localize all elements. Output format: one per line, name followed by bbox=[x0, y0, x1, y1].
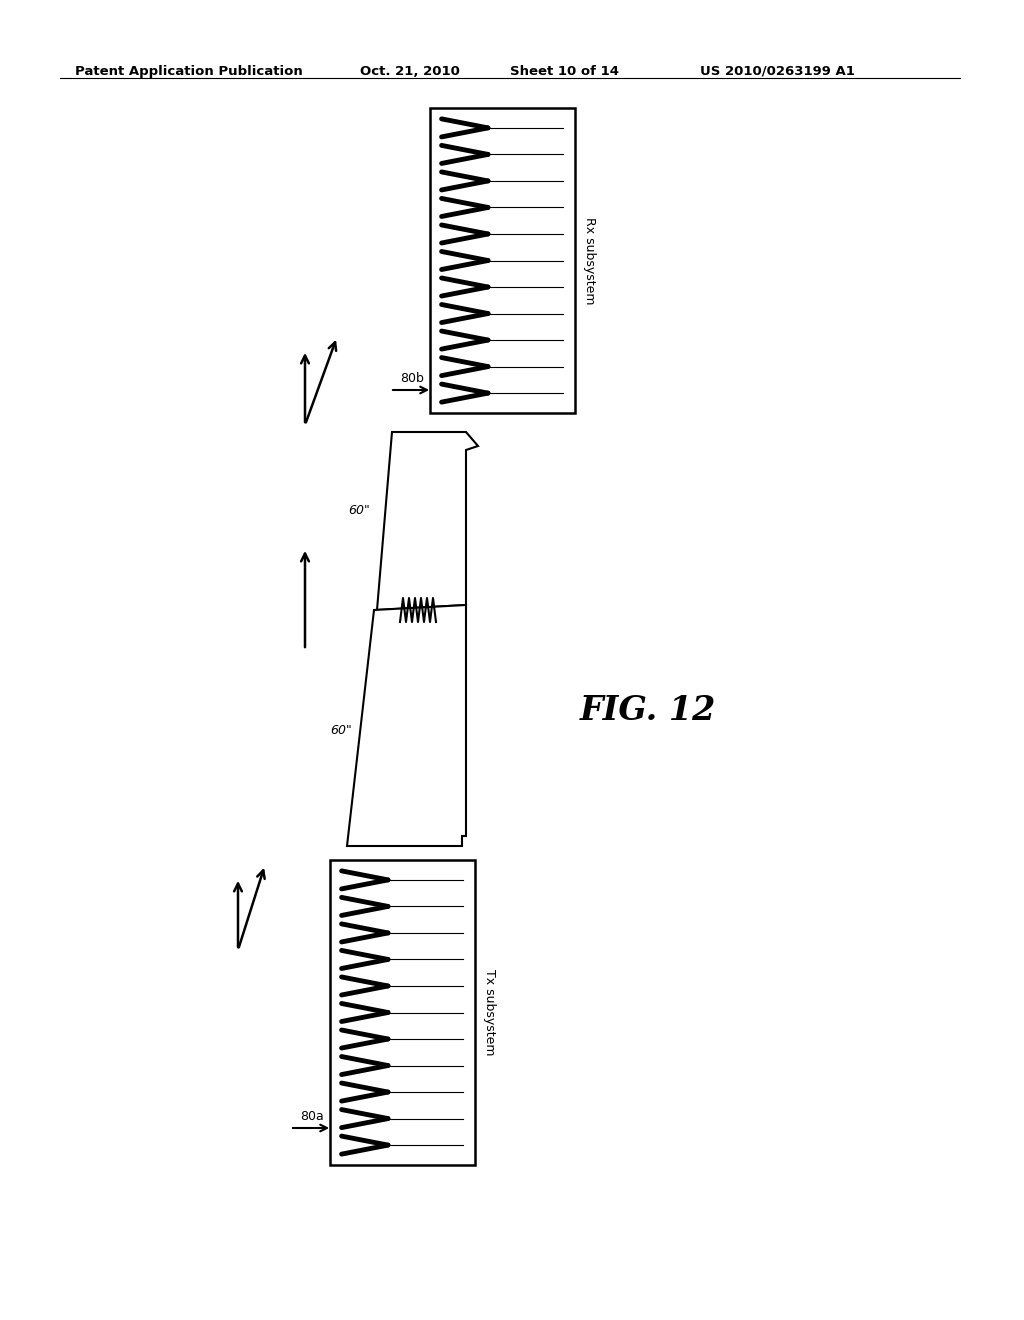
Bar bbox=[430, 108, 575, 413]
Text: FIG. 12: FIG. 12 bbox=[580, 693, 717, 726]
Text: Sheet 10 of 14: Sheet 10 of 14 bbox=[510, 65, 618, 78]
Text: Rx subsystem: Rx subsystem bbox=[583, 216, 596, 304]
Text: 80b: 80b bbox=[400, 372, 424, 385]
Text: 60": 60" bbox=[330, 723, 352, 737]
Text: US 2010/0263199 A1: US 2010/0263199 A1 bbox=[700, 65, 855, 78]
Text: Tx subsystem: Tx subsystem bbox=[483, 969, 496, 1056]
Text: Oct. 21, 2010: Oct. 21, 2010 bbox=[360, 65, 460, 78]
Text: 60": 60" bbox=[348, 503, 370, 516]
Polygon shape bbox=[377, 432, 478, 610]
Text: Patent Application Publication: Patent Application Publication bbox=[75, 65, 303, 78]
Text: 80a: 80a bbox=[300, 1110, 324, 1123]
Polygon shape bbox=[347, 605, 466, 846]
Bar bbox=[330, 861, 475, 1166]
